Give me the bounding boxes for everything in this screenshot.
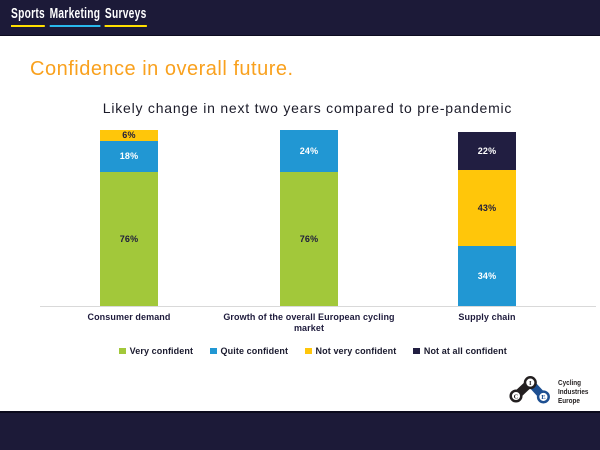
bar-segment-value-label: 24% (299, 146, 319, 157)
bar-segment: 76% (100, 172, 158, 306)
cycling-industries-europe-logo: I C E Cycling Industries Europe (506, 371, 596, 409)
bar-segment: 22% (458, 131, 516, 171)
footer-bar (0, 411, 600, 450)
cie-logo-text: Cycling Industries Europe (558, 378, 588, 406)
bar-segment-value-label: 76% (299, 234, 319, 245)
cie-letter-e: E (541, 394, 546, 401)
bar-segment: 6% (100, 130, 158, 141)
bar-segment: 43% (458, 170, 516, 247)
sports-marketing-surveys-logo: Sports Marketing Surveys (11, 5, 148, 27)
bar-segment-value-label: 18% (119, 151, 139, 162)
logo-word-text: Marketing (49, 6, 101, 22)
bar-segment: 24% (280, 130, 338, 173)
logo-word: Surveys (104, 6, 147, 27)
bar-segment-value-label: 34% (477, 271, 497, 282)
legend-label: Very confident (129, 346, 194, 356)
bar-segment-value-label: 76% (119, 234, 139, 245)
bar-segment-value-label: 6% (122, 130, 136, 141)
logo-word-text: Surveys (104, 6, 147, 22)
bar-segment-value-label: 22% (477, 146, 497, 157)
bar-segment: 18% (100, 140, 158, 173)
logo-underline (49, 24, 101, 27)
bar-segment: 76% (280, 172, 338, 306)
legend-item: Quite confident (210, 346, 288, 356)
legend-label: Not very confident (315, 346, 397, 356)
bar-segment: 34% (458, 246, 516, 306)
chart-legend: Very confident Quite confident Not very co… (26, 346, 600, 356)
legend-item: Very confident (119, 346, 193, 356)
legend-swatch (305, 347, 312, 355)
cie-circle-i (523, 376, 537, 390)
logo-underline (11, 24, 46, 27)
cie-logo-line: Industries (558, 386, 589, 396)
logo-word: Marketing (49, 6, 101, 27)
legend-item: Not at all confident (413, 346, 507, 356)
legend-swatch (413, 347, 420, 355)
legend-label: Not at all confident (423, 346, 507, 356)
cie-circle-c (509, 389, 523, 403)
header-bar: Sports Marketing Surveys (0, 0, 600, 36)
cie-chain-icon: I C E (509, 376, 550, 404)
cie-letter-i: I (529, 380, 532, 387)
logo-underline (104, 24, 147, 27)
legend-swatch (210, 347, 217, 355)
cie-circle-e (536, 390, 550, 404)
logo-word-text: Sports (11, 6, 46, 22)
x-axis-line (40, 306, 596, 307)
bar-2: 22% 43% 34% (458, 131, 516, 306)
bar-segment-value-label: 43% (477, 203, 497, 214)
legend-item: Not very confident (305, 346, 396, 356)
logo-word: Sports (11, 6, 46, 27)
slide-title: Confidence in overall future. (30, 58, 294, 80)
category-label: Supply chain (458, 312, 516, 322)
chart-title: Likely change in next two years compared… (102, 100, 513, 116)
legend-swatch (119, 347, 126, 355)
cie-letter-c: C (514, 393, 519, 400)
legend-label: Quite confident (220, 346, 289, 356)
cie-logo-line: Europe (558, 396, 580, 406)
bar-1: 24% 76% (280, 130, 338, 306)
category-label: Consumer demand (87, 312, 171, 322)
cie-logo-line: Cycling (558, 377, 582, 387)
category-label: Growth of the overall European cycling m… (223, 312, 395, 333)
bar-0: 6% 18% 76% (100, 130, 158, 306)
